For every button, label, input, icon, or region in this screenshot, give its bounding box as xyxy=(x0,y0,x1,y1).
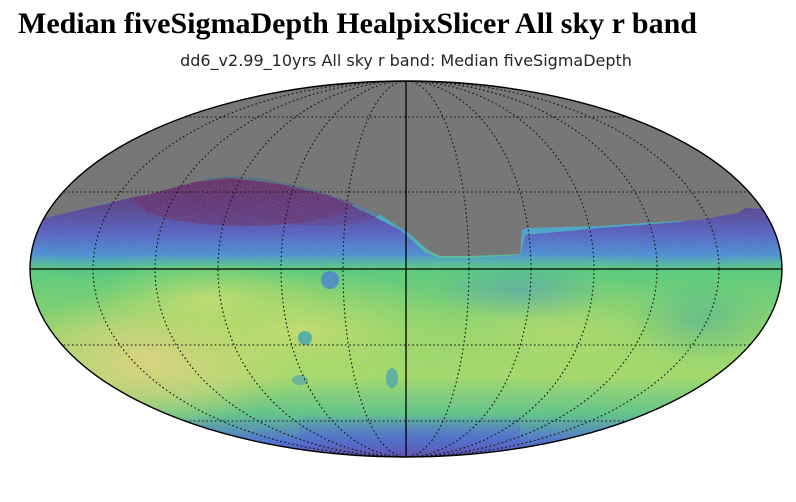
page-heading: Median fiveSigmaDepth HealpixSlicer All … xyxy=(18,7,697,40)
masked-region xyxy=(30,81,782,256)
map-fill xyxy=(30,81,782,457)
map-outline xyxy=(29,80,783,458)
map-title: dd6_v2.99_10yrs All sky r band: Median f… xyxy=(180,51,632,70)
graticule-axes xyxy=(30,81,782,457)
